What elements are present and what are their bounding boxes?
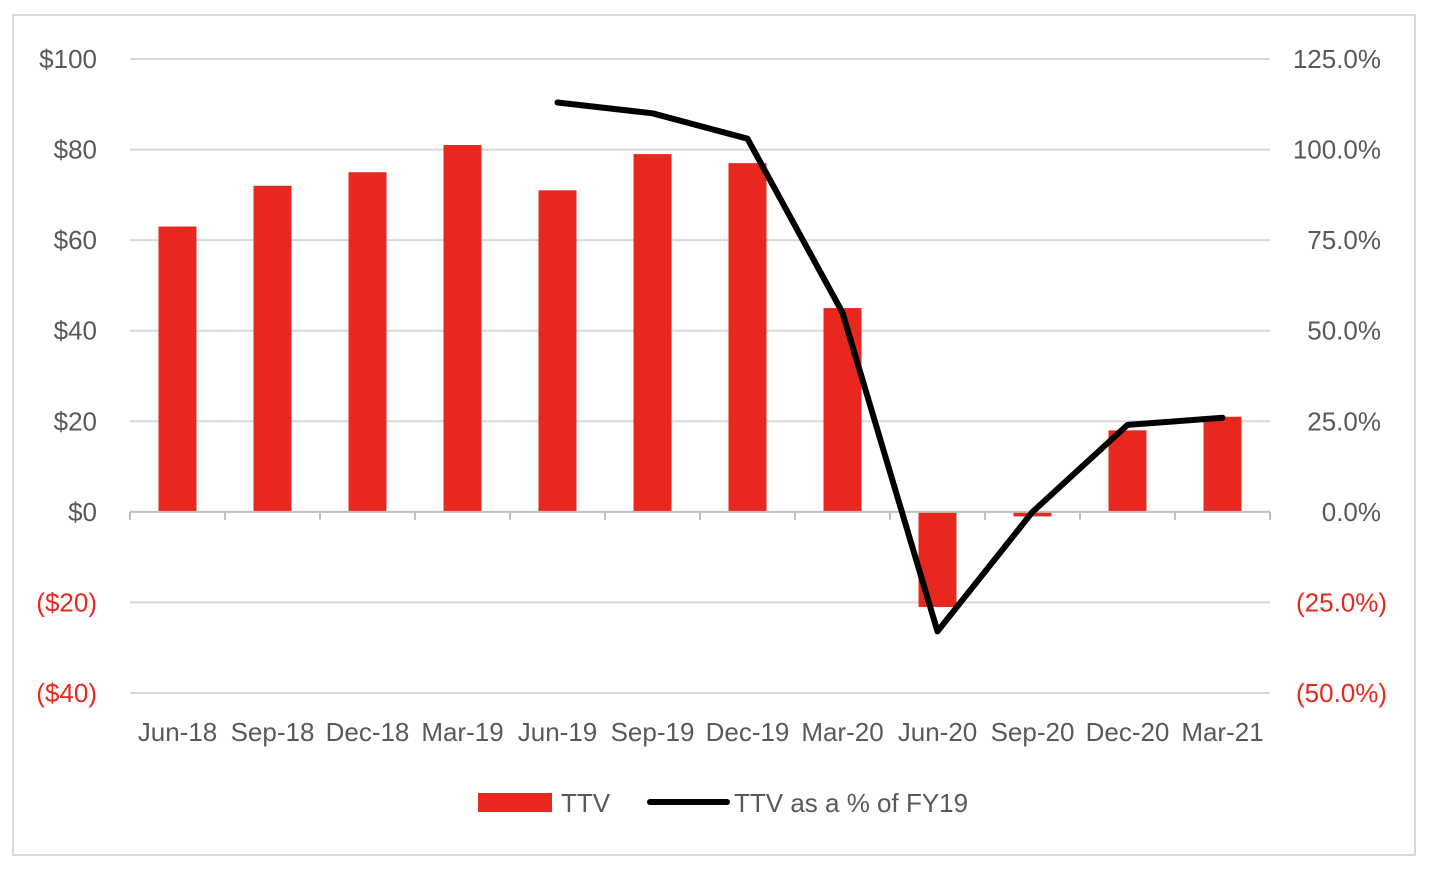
left-axis-label: ($20) [36,587,97,617]
x-axis-label: Mar-21 [1181,717,1263,747]
right-axis-label: 100.0% [1293,135,1381,165]
x-axis-tick-marks [129,511,1271,520]
legend-label-ttv: TTV [561,788,611,818]
ttv-percent-line [554,99,1226,635]
x-axis-label: Sep-20 [991,717,1075,747]
right-axis-label: (50.0%) [1296,678,1387,708]
bar-sep-18 [253,185,292,512]
left-axis-labels: $100 $80 $60 $40 $20 $0 ($20) ($40) [36,44,97,708]
bar-mar-21 [1203,416,1242,512]
bar-dec-19 [728,163,767,512]
bar-mar-20 [823,308,862,512]
right-axis-label: (25.0%) [1296,587,1387,617]
bar-jun-18 [158,226,197,512]
bar-dec-18 [348,172,387,512]
x-axis-label: Mar-20 [801,717,883,747]
x-axis-label: Sep-19 [611,717,695,747]
legend-swatch-ttv [478,793,552,812]
left-axis-label: $80 [54,135,97,165]
right-axis-label: 0.0% [1322,497,1381,527]
right-axis-label: 25.0% [1307,406,1381,436]
left-axis-label: $0 [68,497,97,527]
x-axis-label: Jun-20 [898,717,978,747]
x-axis-labels: Jun-18 Sep-18 Dec-18 Mar-19 Jun-19 Sep-19 Dec-… [138,717,1264,747]
ttv-bars [158,145,1242,607]
legend-label-ttv-percent: TTV as a % of FY19 [734,788,968,818]
x-axis-label: Dec-20 [1086,717,1170,747]
left-axis-label: ($40) [36,678,97,708]
chart-frame [12,14,1416,856]
x-axis-label: Jun-18 [138,717,218,747]
x-axis-label: Jun-19 [518,717,598,747]
right-axis-label: 75.0% [1307,225,1381,255]
left-axis-label: $100 [39,44,97,74]
gridlines [130,58,1270,694]
legend: TTV TTV as a % of FY19 [478,788,968,818]
x-axis-label: Sep-18 [231,717,315,747]
bar-sep-19 [633,154,672,512]
left-axis-label: $60 [54,225,97,255]
x-axis-label: Dec-19 [706,717,790,747]
bar-jun-19 [538,190,577,512]
right-axis-labels: 125.0% 100.0% 75.0% 50.0% 25.0% 0.0% (25.0%) (5… [1293,44,1387,708]
left-axis-label: $40 [54,316,97,346]
bar-dec-20 [1108,430,1147,512]
x-axis-label: Mar-19 [421,717,503,747]
x-axis-label: Dec-18 [326,717,410,747]
right-axis-label: 125.0% [1293,44,1381,74]
bar-mar-19 [443,145,482,512]
right-axis-label: 50.0% [1307,316,1381,346]
left-axis-label: $20 [54,406,97,436]
